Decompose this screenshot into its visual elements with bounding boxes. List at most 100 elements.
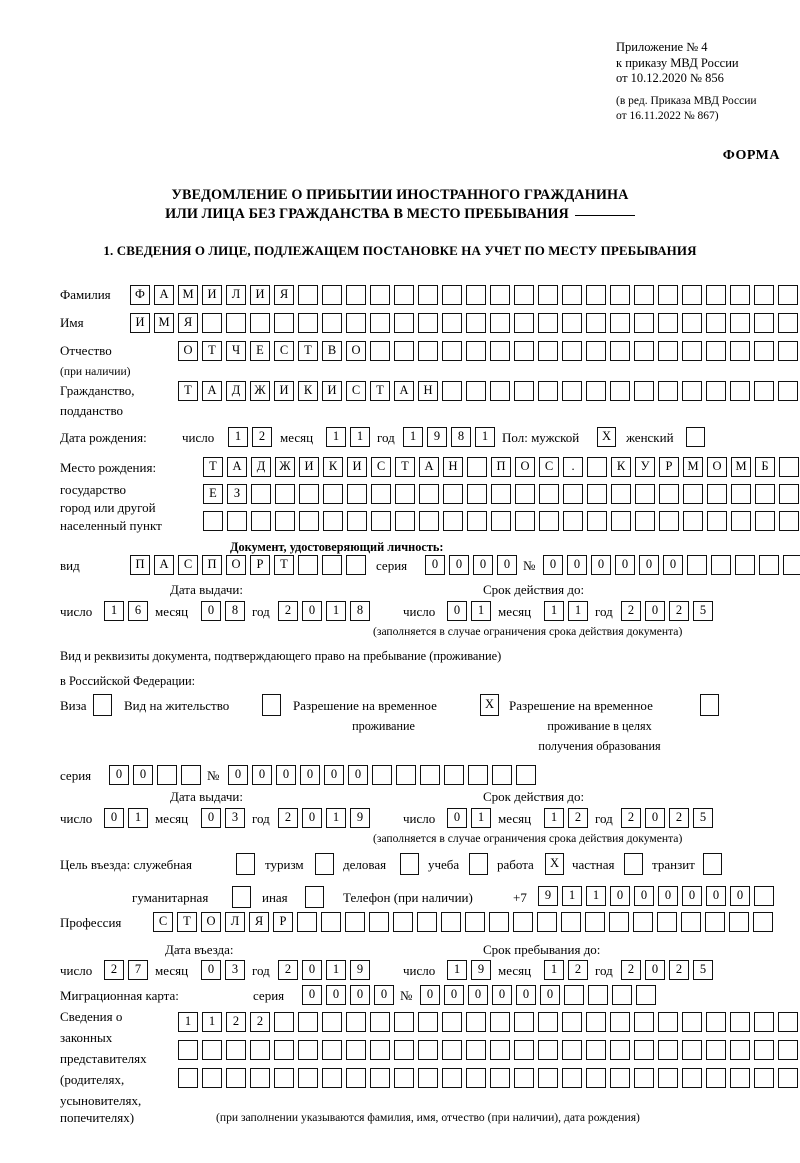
char-cell[interactable] <box>371 484 391 504</box>
char-cell[interactable]: С <box>178 555 198 575</box>
char-cell[interactable]: О <box>226 555 246 575</box>
char-cell[interactable] <box>563 511 583 531</box>
char-cell[interactable] <box>634 1012 654 1032</box>
char-cell[interactable]: 0 <box>201 960 221 980</box>
char-cell[interactable]: В <box>322 341 342 361</box>
char-cell[interactable] <box>419 511 439 531</box>
char-cell[interactable]: Т <box>370 381 390 401</box>
char-cell[interactable]: 8 <box>451 427 471 447</box>
char-cell[interactable] <box>682 1012 702 1032</box>
char-cell[interactable] <box>538 1040 558 1060</box>
char-cell[interactable]: 9 <box>538 886 558 906</box>
char-cell[interactable]: 9 <box>471 960 491 980</box>
char-cell[interactable]: 0 <box>425 555 445 575</box>
char-cell[interactable]: Т <box>177 912 197 932</box>
char-cell[interactable]: 2 <box>226 1012 246 1032</box>
char-cell[interactable]: 0 <box>302 808 322 828</box>
char-cell[interactable] <box>418 1040 438 1060</box>
char-cell[interactable] <box>563 484 583 504</box>
char-cell[interactable]: 6 <box>128 601 148 621</box>
char-cell[interactable] <box>731 484 751 504</box>
char-cell[interactable] <box>514 381 534 401</box>
char-cell[interactable] <box>706 285 726 305</box>
char-cell[interactable]: И <box>202 285 222 305</box>
char-cell[interactable]: 0 <box>540 985 560 1005</box>
char-cell[interactable] <box>346 555 366 575</box>
char-cell[interactable] <box>586 1040 606 1060</box>
char-cell[interactable]: А <box>419 457 439 477</box>
char-cell[interactable]: П <box>130 555 150 575</box>
char-cell[interactable] <box>610 1040 630 1060</box>
char-cell[interactable] <box>754 1068 774 1088</box>
char-cell[interactable] <box>442 285 462 305</box>
char-cell[interactable]: 1 <box>178 1012 198 1032</box>
char-cell[interactable]: 2 <box>568 960 588 980</box>
char-cell[interactable]: 1 <box>544 601 564 621</box>
char-cell[interactable] <box>753 912 773 932</box>
char-cell[interactable] <box>778 381 798 401</box>
char-cell[interactable] <box>322 1068 342 1088</box>
checkbox-purpose-work[interactable]: X <box>545 853 564 875</box>
char-cell[interactable]: К <box>298 381 318 401</box>
char-cell[interactable] <box>634 313 654 333</box>
char-cell[interactable] <box>468 765 488 785</box>
char-cell[interactable] <box>754 285 774 305</box>
char-cell[interactable] <box>514 341 534 361</box>
char-cell[interactable] <box>442 381 462 401</box>
char-cell[interactable]: 0 <box>615 555 635 575</box>
char-cell[interactable]: 0 <box>634 886 654 906</box>
char-cell[interactable] <box>465 912 485 932</box>
char-cell[interactable] <box>778 341 798 361</box>
char-cell[interactable]: . <box>563 457 583 477</box>
char-cell[interactable]: А <box>154 285 174 305</box>
char-cell[interactable] <box>514 285 534 305</box>
char-cell[interactable]: 0 <box>228 765 248 785</box>
char-cell[interactable] <box>394 285 414 305</box>
char-cell[interactable] <box>586 381 606 401</box>
char-cell[interactable] <box>706 1012 726 1032</box>
char-cell[interactable]: С <box>346 381 366 401</box>
char-cell[interactable]: Ч <box>226 341 246 361</box>
char-cell[interactable] <box>345 912 365 932</box>
char-cell[interactable] <box>420 765 440 785</box>
char-cell[interactable] <box>275 511 295 531</box>
char-cell[interactable] <box>466 1012 486 1032</box>
char-cell[interactable]: 2 <box>252 427 272 447</box>
char-cell[interactable] <box>370 285 390 305</box>
char-cell[interactable]: 0 <box>302 960 322 980</box>
char-cell[interactable] <box>226 1040 246 1060</box>
char-cell[interactable] <box>610 1012 630 1032</box>
char-cell[interactable] <box>754 886 774 906</box>
char-cell[interactable] <box>394 341 414 361</box>
char-cell[interactable] <box>585 912 605 932</box>
char-cell[interactable] <box>586 1068 606 1088</box>
char-cell[interactable]: 1 <box>326 427 346 447</box>
char-cell[interactable] <box>181 765 201 785</box>
char-cell[interactable] <box>778 1040 798 1060</box>
char-cell[interactable] <box>562 1068 582 1088</box>
char-cell[interactable] <box>635 484 655 504</box>
char-cell[interactable]: 2 <box>669 960 689 980</box>
char-cell[interactable] <box>610 285 630 305</box>
char-cell[interactable]: Н <box>418 381 438 401</box>
char-cell[interactable] <box>394 1068 414 1088</box>
char-cell[interactable] <box>490 313 510 333</box>
char-cell[interactable]: 2 <box>278 808 298 828</box>
char-cell[interactable] <box>395 511 415 531</box>
char-cell[interactable] <box>634 1040 654 1060</box>
char-cell[interactable] <box>755 511 775 531</box>
char-cell[interactable]: 0 <box>468 985 488 1005</box>
char-cell[interactable]: М <box>683 457 703 477</box>
char-cell[interactable] <box>730 1068 750 1088</box>
char-cell[interactable] <box>322 555 342 575</box>
char-cell[interactable]: 0 <box>447 601 467 621</box>
